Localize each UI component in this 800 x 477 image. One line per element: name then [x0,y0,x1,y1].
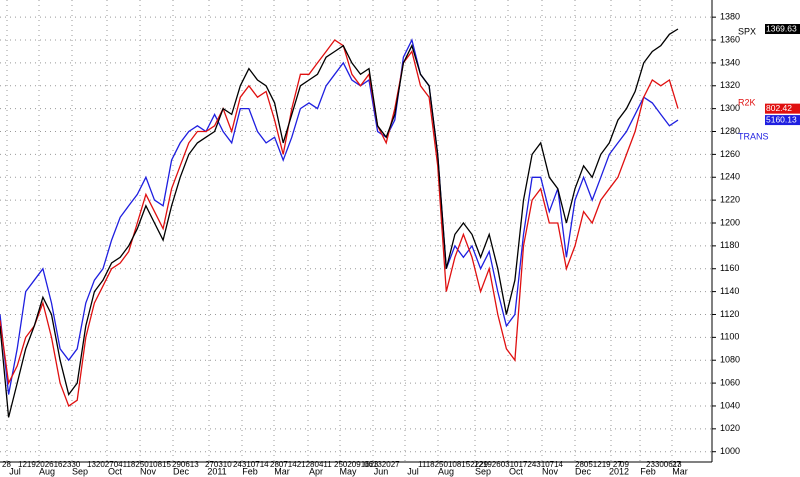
y-tick-label: 1060 [720,377,740,387]
x-month-label: 2011 [207,466,226,476]
y-tick-label: 1220 [720,194,740,204]
y-tick-label: 1280 [720,126,740,136]
x-month-label: Oct [108,466,123,476]
last-value-box [765,103,800,114]
y-tick-label: 1340 [720,57,740,67]
y-tick-label: 1300 [720,103,740,113]
series-line [0,39,679,408]
legend-entry: R2K [738,97,756,107]
x-day-label: 290613 [172,460,199,469]
x-month-label: Sep [475,466,491,476]
x-month-label: Dec [173,466,190,476]
x-month-label: Sep [72,466,88,476]
series-line [0,28,679,418]
y-tick-label: 1000 [720,446,740,456]
y-tick-label: 1320 [720,80,740,90]
last-value-label: 1369.63 [766,23,797,33]
x-month-label: Jul [407,466,419,476]
x-month-label: 2012 [609,466,629,476]
x-month-label: Feb [640,466,656,476]
x-month-label: Nov [140,466,157,476]
x-month-label: Mar [672,466,688,476]
x-day-label: 12192603101724310714 [474,460,564,469]
last-value-box [765,24,800,35]
y-tick-label: 1100 [720,332,739,342]
x-month-label: Feb [242,466,258,476]
x-month-label: Oct [509,466,524,476]
x-day-label: 28 [2,460,11,469]
y-tick-label: 1260 [720,149,740,159]
y-tick-label: 1200 [720,217,740,227]
x-month-label: Jul [9,466,21,476]
x-day-label: 24310714 [233,460,269,469]
x-day-label: 2502091623 [334,460,379,469]
last-value-label: 802.42 [766,103,792,113]
x-day-label: 28051219 27 [575,460,622,469]
x-day-label: 1320270411825010815 [87,460,171,469]
x-month-label: Mar [274,466,290,476]
y-tick-label: 1180 [720,240,739,250]
last-value-box [765,115,800,126]
y-tick-label: 1240 [720,172,740,182]
x-month-label: Aug [39,466,55,476]
y-tick-label: 1160 [720,263,739,273]
x-month-label: May [339,466,357,476]
legend-entry: SPX [738,26,756,36]
x-day-label: 12192026162330 [18,460,81,469]
x-day-label: 270310 [205,460,232,469]
x-day-label: 28071421280411 [270,460,332,469]
x-month-label: Apr [309,466,323,476]
legend-entry: TRANS [738,131,769,141]
x-month-label: Jun [374,466,389,476]
last-value-label: 5160.13 [766,114,797,124]
x-day-label: 23300613 [646,460,682,469]
x-month-label: Aug [438,466,454,476]
y-tick-label: 1040 [720,400,740,410]
y-tick-label: 1080 [720,355,740,365]
y-tick-label: 1360 [720,34,740,44]
y-tick-label: 1120 [720,309,739,319]
y-tick-label: 1140 [720,286,739,296]
x-month-label: Nov [542,466,559,476]
x-day-label: 1118250108152229 [418,460,489,469]
y-tick-label: 1020 [720,423,740,433]
x-day-label: 27 [672,460,681,469]
x-month-label: Dec [575,466,592,476]
x-day-label: 06132027 [364,460,400,469]
y-tick-label: 1380 [720,12,740,22]
series-line [0,38,679,395]
x-day-label: 09 [620,460,629,469]
